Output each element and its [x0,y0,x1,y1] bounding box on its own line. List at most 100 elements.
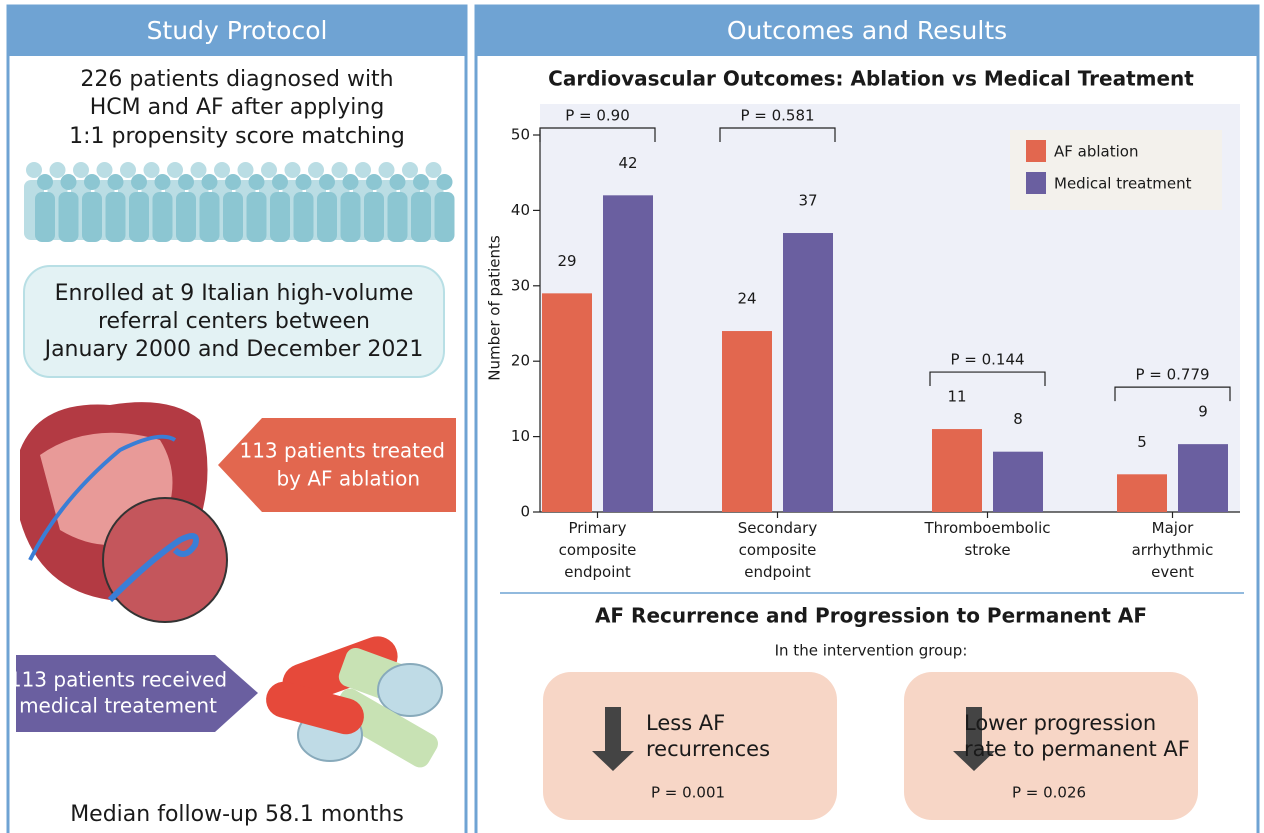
person-body [105,192,126,242]
result-p: P = 0.026 [1012,784,1086,802]
recurrence-title: AF Recurrence and Progression to Permane… [595,604,1147,628]
person-body [129,192,149,242]
y-tick-label: 40 [511,201,530,219]
person-head [355,162,371,178]
person-head [331,162,348,178]
bar [1117,474,1167,512]
left-title: Study Protocol [147,16,328,45]
heart-illustration [20,402,228,623]
person-body [387,192,408,242]
person-head [214,162,230,178]
y-tick-label: 30 [511,276,530,294]
person-head [167,162,183,178]
person-body [434,192,455,242]
person-head [413,174,429,190]
intro-text: 1:1 propensity score matching [69,124,405,149]
person-head [73,162,89,178]
ablation-text: by AF ablation [276,467,420,491]
bar [932,429,982,512]
left-header [8,6,466,56]
intro-text: HCM and AF after applying [90,95,385,120]
result-text: Less AF [646,711,725,735]
person-head [37,174,53,190]
person-head [120,162,136,178]
bar [722,331,772,512]
person-body [364,192,384,242]
people-icon [24,162,455,242]
p-value: P = 0.144 [950,351,1024,369]
result-text: Lower progression [964,711,1156,735]
p-bracket [539,127,656,142]
person-head [190,162,207,178]
person-body [176,192,196,242]
person-body [246,192,267,242]
enrolled-box [23,265,445,378]
y-axis-label: Number of patients [486,235,504,381]
person-head [342,174,359,190]
person-head [60,174,77,190]
legend-label: AF ablation [1054,143,1138,161]
person-head [237,162,254,178]
result-p: P = 0.001 [651,784,725,802]
p-value: P = 0.90 [565,107,630,125]
person-head [308,162,324,178]
person-head [178,174,194,190]
value-label: 9 [1198,403,1208,421]
x-tick-label: Secondary composite endpoint [738,519,818,581]
person-body [340,192,361,242]
value-label: 24 [737,290,756,308]
medical-arrow [16,655,258,732]
person-body [411,192,431,242]
person-body [152,192,173,242]
p-bracket [1114,386,1231,402]
person-body [223,192,243,242]
person-head [378,162,395,178]
person-head [84,174,100,190]
p-value: P = 0.581 [740,107,814,125]
person-head [131,174,147,190]
person-body [317,192,337,242]
value-label: 5 [1137,433,1147,451]
person-head [366,174,382,190]
ablation-text: 113 patients treated [239,439,445,463]
x-tick-label: Thromboembolic stroke [923,519,1050,559]
enrolled-text: referral centers between [98,309,370,334]
person-head [436,174,453,190]
person-head [284,162,301,178]
legend-swatch [1026,140,1046,162]
person-body [199,192,220,242]
person-head [225,174,241,190]
result-text: rate to permanent AF [964,737,1190,761]
person-body [58,192,79,242]
value-label: 8 [1013,410,1023,428]
bar [1178,444,1228,512]
followup-text: Median follow-up 58.1 months [70,802,404,827]
medical-text: medical treatement [19,694,217,718]
person-head [319,174,335,190]
person-body [293,192,314,242]
person-head [154,174,171,190]
value-label: 42 [618,154,637,172]
p-bracket [929,371,1046,387]
person-head [402,162,418,178]
person-head [49,162,66,178]
person-head [248,174,265,190]
right-title: Outcomes and Results [727,16,1007,45]
ablation-arrow [218,418,456,512]
x-tick-label: Primary composite endpoint [559,519,637,581]
bar [542,293,592,512]
person-body [35,192,55,242]
person-head [261,162,277,178]
person-body [270,192,290,242]
person-head [389,174,406,190]
y-tick-label: 50 [511,126,530,144]
legend-swatch [1026,172,1046,194]
p-value: P = 0.779 [1135,366,1209,384]
bar [783,233,833,512]
person-head [295,174,312,190]
value-label: 29 [557,252,576,270]
person-body [82,192,102,242]
person-head [96,162,113,178]
intro-text: 226 patients diagnosed with [80,67,393,92]
